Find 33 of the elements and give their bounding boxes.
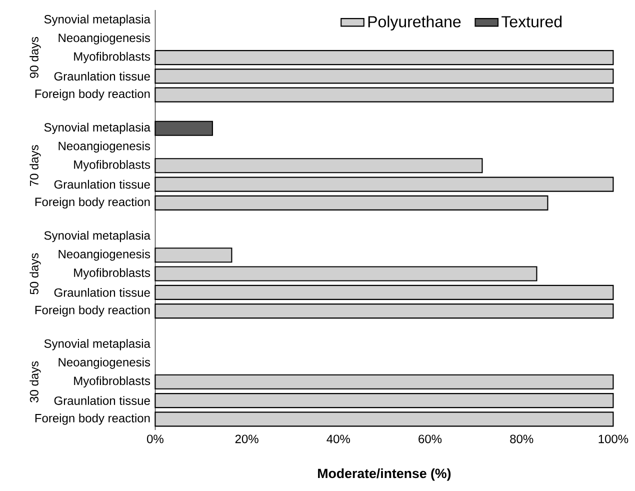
x-tick-label: 80% — [510, 434, 534, 444]
text: 90 days — [30, 36, 41, 78]
y-tick-label: Graunlation tissue — [54, 180, 150, 189]
x-tick-label: 60% — [418, 434, 442, 444]
y-tick-label: Neoangiogenesis — [58, 358, 150, 369]
x-tick-label: 20% — [235, 434, 258, 444]
y-tick-label: Foreign body reaction — [35, 414, 150, 425]
y-tick-label: Synovial metaplasia — [44, 122, 150, 134]
y-tick-label: Graunlation tissue — [54, 288, 150, 297]
y-tick-label: Graunlation tissue — [54, 396, 150, 405]
x-tick-label: 40% — [326, 434, 350, 444]
y-tick-label: Myofibroblasts — [74, 376, 150, 388]
y-tick-label: Myofibroblasts — [74, 268, 150, 280]
y-tick-label: Neoangiogenesis — [58, 33, 150, 44]
x-tick-label: 100% — [598, 434, 628, 444]
y-tick-label: Foreign body reaction — [35, 305, 150, 317]
x-axis-title: Moderate/intense (%) — [318, 468, 451, 481]
y-tick-label: Synovial metaplasia — [44, 230, 150, 242]
y-tick-label: Foreign body reaction — [35, 197, 150, 209]
text: 50 days — [30, 253, 41, 294]
y-tick-label: Neoangiogenesis — [58, 141, 150, 153]
y-tick-label: Myofibroblasts — [74, 52, 150, 64]
y-tick-label: Neoangiogenesis — [58, 250, 150, 261]
legend-label: Polyurethane — [368, 16, 461, 31]
y-tick-label: Foreign body reaction — [35, 89, 150, 100]
y-tick-label: Myofibroblasts — [74, 160, 150, 172]
legend-label: Textured — [502, 16, 562, 28]
y-tick-label: Synovial metaplasia — [44, 339, 150, 350]
text: 30 days — [30, 361, 41, 402]
y-tick-label: Graunlation tissue — [54, 72, 150, 81]
x-tick-label: 0% — [146, 434, 164, 444]
text: 70 days — [30, 145, 41, 186]
y-tick-label: Synovial metaplasia — [44, 14, 150, 26]
